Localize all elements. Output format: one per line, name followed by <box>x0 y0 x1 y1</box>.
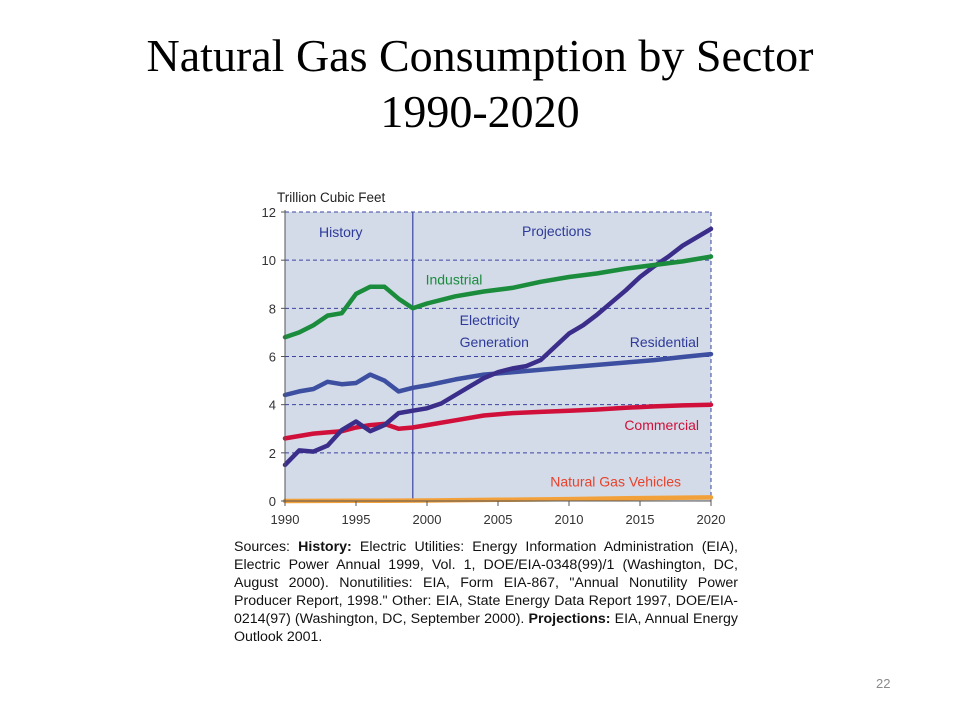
x-tick-label-1995: 1995 <box>342 512 371 527</box>
y-tick-label-8: 8 <box>269 301 276 316</box>
series-label-residential: Residential <box>630 334 699 350</box>
y-tick-label-12: 12 <box>262 205 276 220</box>
sources-intro: Sources: <box>234 539 299 555</box>
sources-history-label: History: <box>298 539 352 555</box>
x-tick-label-2010: 2010 <box>555 512 584 527</box>
sources-history-text: Electric Utilities: Energy Information A… <box>234 539 738 627</box>
slide-title-line-1: Natural Gas Consumption by Sector <box>146 30 814 81</box>
y-tick-label-4: 4 <box>269 398 276 413</box>
y-axis-label: Trillion Cubic Feet <box>277 190 386 205</box>
series-line-industrial <box>282 254 714 340</box>
slide-title: Natural Gas Consumption by Sector 1990-2… <box>0 28 960 140</box>
x-tick-label-2020: 2020 <box>697 512 726 527</box>
series-label-commercial: Commercial <box>624 417 699 433</box>
x-tick-label-2005: 2005 <box>484 512 513 527</box>
series-line-residential <box>282 351 714 398</box>
x-tick-label-2015: 2015 <box>626 512 655 527</box>
y-tick-label-2: 2 <box>269 446 276 461</box>
sources-projections-text: EIA, Annual Energy Outlook 2001. <box>234 611 739 645</box>
sources-projections-label: Projections: <box>528 611 611 627</box>
region-label-history: History <box>319 224 363 240</box>
x-tick-label-1990: 1990 <box>271 512 300 527</box>
series-line-commercial <box>282 402 714 441</box>
x-tick-label-2000: 2000 <box>413 512 442 527</box>
region-label-projections: Projections <box>522 223 591 239</box>
chart-labels: Trillion Cubic Feet History Projections Ind… <box>277 190 699 490</box>
gridlines <box>285 211 711 454</box>
sources-note: Sources: History: Electric Utilities: En… <box>234 538 738 646</box>
series-label-electricity-generation-line-1: Electricity <box>460 312 520 328</box>
y-tick-label-10: 10 <box>262 253 276 268</box>
axes: 0 2 4 6 8 10 12 1990 1995 2000 2005 2010 2015 2020 <box>262 205 726 527</box>
series-label-industrial: Industrial <box>426 271 483 287</box>
series-line-electricity-generation <box>282 226 714 468</box>
series-label-electricity-generation-line-2: Generation <box>460 334 529 350</box>
y-tick-label-6: 6 <box>269 350 276 365</box>
series-label-natural-gas-vehicles: Natural Gas Vehicles <box>550 474 681 490</box>
natural-gas-consumption-chart: 0 2 4 6 8 10 12 1990 1995 2000 2005 2010 2015 2020 Tr… <box>262 190 726 527</box>
y-tick-label-0: 0 <box>269 494 276 509</box>
slide-title-line-2: 1990-2020 <box>380 86 580 137</box>
slide-number: 22 <box>876 676 891 691</box>
